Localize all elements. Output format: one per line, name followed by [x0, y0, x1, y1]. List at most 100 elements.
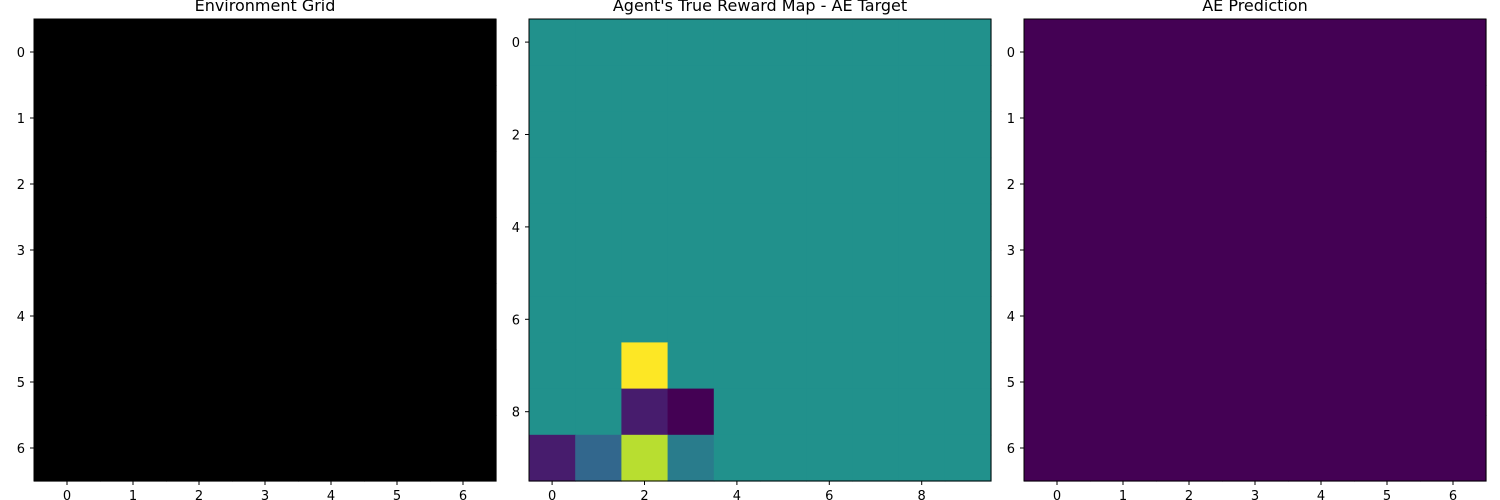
heatmap-cell	[1222, 415, 1289, 482]
panel-title: AE Prediction	[1202, 0, 1308, 15]
heatmap-cell	[529, 434, 576, 482]
y-tick-label: 0	[17, 46, 25, 61]
x-tick-label: 8	[918, 489, 926, 500]
heatmap-cell	[1156, 349, 1223, 416]
heatmap-cell	[430, 151, 497, 218]
heatmap-cell	[1222, 151, 1289, 218]
heatmap-cell	[806, 65, 853, 112]
heatmap-cell	[575, 19, 622, 66]
heatmap-cell	[575, 388, 622, 436]
heatmap-cell	[1090, 283, 1157, 350]
x-tick-label: 5	[1383, 489, 1391, 500]
heatmap-cell	[232, 217, 299, 284]
y-tick-label: 2	[512, 129, 520, 144]
heatmap-cell	[34, 349, 101, 416]
heatmap-cell	[852, 203, 900, 251]
heatmap-cell	[1222, 283, 1289, 350]
x-tick-label: 4	[1317, 489, 1325, 500]
heatmap-cell	[852, 434, 900, 482]
heatmap-cell	[529, 65, 576, 112]
heatmap-cell	[944, 111, 992, 159]
heatmap-cell	[1354, 85, 1421, 152]
heatmap-cell	[364, 85, 431, 152]
x-tick-label: 2	[640, 489, 648, 500]
heatmap-cell	[575, 296, 622, 343]
heatmap-cell	[1420, 85, 1487, 152]
heatmap-cell	[232, 151, 299, 218]
heatmap-cell	[1420, 415, 1487, 482]
heatmap-cell	[944, 157, 992, 205]
heatmap-cell	[1024, 85, 1091, 152]
heatmap-cell	[760, 203, 807, 251]
heatmap-cell	[166, 151, 233, 218]
heatmap-cell	[1156, 415, 1223, 482]
heatmap-cell	[806, 250, 853, 297]
heatmap-cell	[1222, 19, 1289, 86]
heatmap-cell	[852, 111, 900, 159]
heatmap-cell	[298, 415, 365, 482]
heatmap-cell	[1090, 19, 1157, 86]
heatmap-cell	[166, 415, 233, 482]
heatmap-cell	[1156, 19, 1223, 86]
heatmap-panel-0: Environment Grid 0 1 2 3 4 5 6 0 1 2 3 4 5 6	[17, 0, 497, 500]
x-tick-label: 4	[733, 489, 741, 500]
heatmap-cell	[621, 19, 669, 66]
heatmap-cell	[621, 203, 669, 251]
heatmap-cell	[806, 111, 853, 159]
heatmap-cell	[898, 65, 946, 112]
heatmap-cell	[760, 250, 807, 297]
heatmap-cell	[1090, 349, 1157, 416]
x-tick-label: 3	[1251, 489, 1259, 500]
heatmap-cell	[34, 151, 101, 218]
x-tick-label: 5	[393, 489, 401, 500]
y-tick-label: 5	[17, 376, 25, 391]
heatmap-cell	[529, 203, 576, 251]
heatmap-cell	[1024, 151, 1091, 218]
heatmap-cell	[806, 434, 853, 482]
heatmap-cell	[898, 250, 946, 297]
heatmap-cell	[667, 157, 715, 205]
heatmap-cell	[1156, 151, 1223, 218]
heatmap-cell	[100, 85, 167, 152]
heatmap-cell	[667, 65, 715, 112]
heatmap-cell	[1354, 415, 1421, 482]
heatmap-cell	[713, 203, 761, 251]
heatmap-cell	[667, 19, 715, 66]
heatmap-cell	[34, 415, 101, 482]
heatmap-cell	[298, 85, 365, 152]
heatmap-cell	[944, 250, 992, 297]
heatmap-cell	[166, 283, 233, 350]
heatmap-cell	[430, 19, 497, 86]
y-tick-label: 6	[512, 313, 520, 328]
y-tick-label: 6	[17, 442, 25, 457]
heatmap-cell	[852, 388, 900, 436]
heatmap-cell	[100, 151, 167, 218]
heatmap-cell	[166, 19, 233, 86]
x-tick-label: 6	[825, 489, 833, 500]
heatmap-cell	[529, 250, 576, 297]
heatmap-cell	[166, 349, 233, 416]
heatmap-cell	[621, 157, 669, 205]
panel-title: Environment Grid	[195, 0, 336, 15]
heatmap-cell	[1354, 283, 1421, 350]
heatmap-cell	[1354, 19, 1421, 86]
heatmap-cell	[430, 85, 497, 152]
heatmap-cell	[1354, 151, 1421, 218]
heatmap-cell	[944, 65, 992, 112]
heatmap-cell	[1288, 85, 1355, 152]
heatmap-cell	[760, 388, 807, 436]
heatmap-cell	[298, 217, 365, 284]
heatmap-cell	[1354, 217, 1421, 284]
heatmap-cell	[298, 349, 365, 416]
heatmap-cell	[852, 250, 900, 297]
heatmap-panel-2: AE Prediction 0 1 2 3 4 5 6 0 1 2 3 4 5 6	[1007, 0, 1487, 500]
heatmap-cell	[575, 342, 622, 390]
heatmap-cell	[529, 157, 576, 205]
heatmap-cell	[760, 111, 807, 159]
heatmap-cell	[430, 283, 497, 350]
heatmap-cell	[1420, 349, 1487, 416]
heatmap-cell	[34, 283, 101, 350]
heatmap-cell	[713, 434, 761, 482]
heatmap-cell	[1420, 217, 1487, 284]
heatmap-cell	[852, 342, 900, 390]
